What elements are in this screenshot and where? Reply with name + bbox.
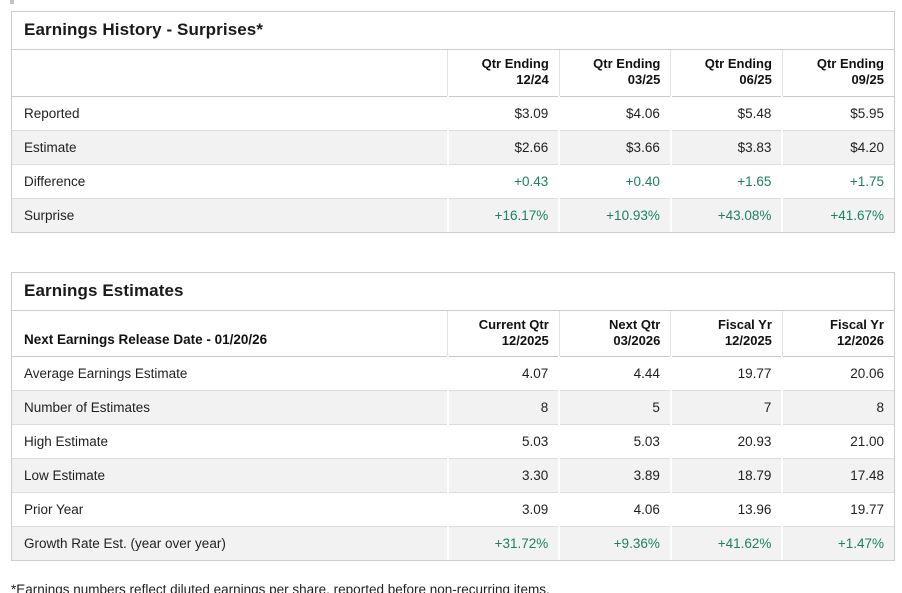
column-header-fiscal-yr-2026: Fiscal Yr 12/2026 [781, 310, 894, 357]
cell-value: 8 [446, 390, 560, 425]
table-row-number-of-estimates: Number of Estimates 8 5 7 8 [12, 390, 894, 425]
row-label: Reported [24, 105, 80, 121]
row-label: Prior Year [12, 492, 448, 527]
table-row-estimate: Estimate $2.66 $3.66 $3.83 $4.20 [12, 129, 894, 164]
cell-value: +43.08% [669, 197, 783, 232]
table-row-growth-rate-est: Growth Rate Est. (year over year) +31.72… [12, 526, 894, 560]
earnings-estimates-title: Earnings Estimates [12, 273, 894, 311]
table-row-surprise: Surprise +16.17% +10.93% +43.08% +41.67% [12, 197, 894, 232]
cell-value: 4.07 [446, 356, 560, 391]
content-area: Earnings History - Surprises* Qtr Ending… [11, 11, 895, 593]
row-label: Low Estimate [12, 458, 448, 493]
table-row-prior-year: Prior Year 3.09 4.06 13.96 19.77 [12, 492, 894, 527]
clipped-scroll-artifact [10, 0, 14, 4]
cell-value: 3.30 [446, 458, 560, 493]
cell-value: $2.66 [446, 129, 560, 164]
cell-value: 19.77 [781, 492, 894, 527]
cell-value: 5.03 [446, 424, 560, 459]
cell-value: +10.93% [558, 197, 671, 232]
row-label: Estimate [12, 129, 448, 164]
cell-value: 4.44 [558, 356, 671, 391]
column-header-qtr-0625: Qtr Ending 06/25 [670, 50, 783, 97]
empty-header-cell [12, 50, 448, 97]
next-earnings-release-date: Next Earnings Release Date - 01/20/26 [12, 310, 448, 357]
cell-value: 20.06 [781, 356, 894, 391]
cell-value: 20.93 [669, 424, 783, 459]
cell-value: 8 [781, 390, 894, 425]
cell-value: 17.48 [781, 458, 894, 493]
cell-value: +41.67% [781, 197, 894, 232]
cell-value: +9.36% [558, 526, 671, 560]
column-header-qtr-1224: Qtr Ending 12/24 [447, 50, 560, 97]
table-row-difference: Difference +0.43 +0.40 +1.65 +1.75 [12, 163, 894, 198]
cell-value: 7 [669, 390, 783, 425]
row-label: Difference [12, 163, 448, 198]
column-header-fiscal-yr-2025: Fiscal Yr 12/2025 [670, 310, 783, 357]
cell-value: +0.40 [558, 163, 671, 198]
cell-value: 21.00 [781, 424, 894, 459]
table-row-average-earnings-estimate: Average Earnings Estimate 4.07 4.44 19.7… [12, 356, 894, 391]
cell-value: 3.89 [558, 458, 671, 493]
earnings-history-panel: Earnings History - Surprises* Qtr Ending… [11, 11, 895, 233]
cell-value: 5 [558, 390, 671, 425]
earnings-footnote: *Earnings numbers reflect diluted earnin… [11, 582, 550, 593]
cell-value: $5.95 [781, 96, 894, 130]
cell-value: +41.62% [669, 526, 783, 560]
cell-value: +1.47% [781, 526, 894, 560]
column-header-qtr-0325: Qtr Ending 03/25 [558, 50, 671, 97]
table-row-high-estimate: High Estimate 5.03 5.03 20.93 21.00 [12, 424, 894, 459]
cell-value: $3.09 [446, 96, 560, 130]
cell-value: $3.83 [669, 129, 783, 164]
cell-value: 13.96 [669, 492, 783, 527]
earnings-estimates-panel: Earnings Estimates Next Earnings Release… [11, 271, 895, 561]
cell-value: +1.65 [669, 163, 783, 198]
column-header-next-qtr: Next Qtr 03/2026 [558, 310, 671, 357]
cell-value: +1.75 [781, 163, 894, 198]
earnings-history-table: Qtr Ending 12/24 Qtr Ending 03/25 Qtr En… [12, 50, 894, 232]
earnings-estimates-table: Next Earnings Release Date - 01/20/26 Cu… [12, 310, 894, 560]
row-label: High Estimate [12, 424, 448, 459]
earnings-estimates-header-row: Next Earnings Release Date - 01/20/26 Cu… [12, 310, 894, 357]
column-header-qtr-0925: Qtr Ending 09/25 [781, 50, 894, 97]
table-row-reported: Reported $3.09 $4.06 $5.48 $5.95 [12, 96, 894, 130]
cell-value: +16.17% [446, 197, 560, 232]
row-label: Surprise [12, 197, 448, 232]
cell-value: 18.79 [669, 458, 783, 493]
table-row-low-estimate: Low Estimate 3.30 3.89 18.79 17.48 [12, 458, 894, 493]
cell-value: 5.03 [558, 424, 671, 459]
column-header-current-qtr: Current Qtr 12/2025 [447, 310, 560, 357]
cell-value: 3.09 [446, 492, 560, 527]
cell-value: $4.06 [558, 96, 671, 130]
row-label: Growth Rate Est. (year over year) [12, 526, 448, 560]
earnings-history-header-row: Qtr Ending 12/24 Qtr Ending 03/25 Qtr En… [12, 50, 894, 97]
cell-value: +0.43 [446, 163, 560, 198]
row-label: Average Earnings Estimate [24, 366, 188, 381]
earnings-history-title: Earnings History - Surprises* [12, 12, 894, 50]
cell-value: $3.66 [558, 129, 671, 164]
cell-value: 19.77 [669, 356, 783, 391]
cell-value: $4.20 [781, 129, 894, 164]
row-label: Number of Estimates [12, 390, 448, 425]
cell-value: 4.06 [558, 492, 671, 527]
cell-value: +31.72% [446, 526, 560, 560]
cell-value: $5.48 [669, 96, 783, 130]
